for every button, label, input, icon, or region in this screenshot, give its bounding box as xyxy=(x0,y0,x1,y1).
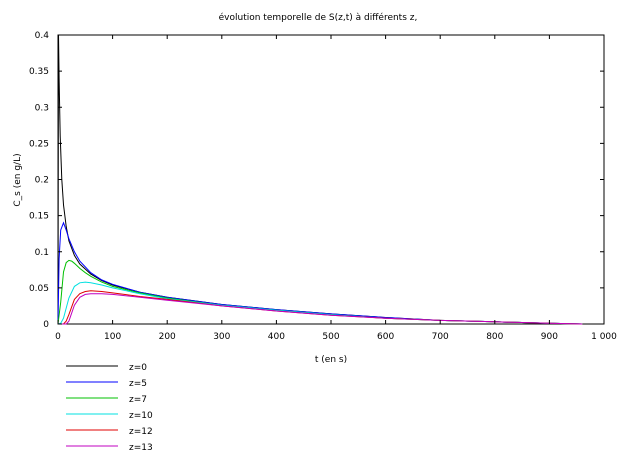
y-tick-label: 0 xyxy=(43,320,49,330)
x-tick-label: 900 xyxy=(541,332,558,342)
y-tick-label: 0.2 xyxy=(35,176,49,186)
series-line-z-5 xyxy=(57,221,583,325)
y-tick-label: 0.3 xyxy=(35,103,49,113)
legend-item: z=7 xyxy=(66,395,147,405)
x-tick-label: 0 xyxy=(55,332,61,342)
series-line-z-12 xyxy=(58,290,583,325)
series-line-z-0 xyxy=(57,34,583,325)
x-tick-label: 500 xyxy=(322,332,339,342)
x-tick-label: 600 xyxy=(377,332,394,342)
legend: z=0 z=5 z=7 z=10 z=12 z=13 xyxy=(66,363,153,453)
x-tick-label: 100 xyxy=(104,332,121,342)
chart-title: évolution temporelle de S(z,t) à différe… xyxy=(219,12,418,23)
legend-label: z=7 xyxy=(129,395,147,405)
series-line-z-10 xyxy=(57,281,583,325)
plot-frame xyxy=(57,34,605,325)
legend-item: z=0 xyxy=(66,363,147,373)
legend-label: z=0 xyxy=(129,363,147,373)
legend-item: z=13 xyxy=(66,443,153,453)
legend-label: z=13 xyxy=(129,443,153,453)
series-group xyxy=(57,34,583,325)
plot-area: 0 100 200 300 400 500 600 700 800 900 1 000 00.050… xyxy=(29,31,617,342)
series-line-z-13 xyxy=(58,293,583,325)
legend-item: z=12 xyxy=(66,427,153,437)
x-axis-label: t (en s) xyxy=(315,355,347,365)
y-axis-ticks: 0 0.05 0.1 0.15 0.2 0.25 0.3 0.35 0.4 xyxy=(29,31,604,330)
x-axis-ticks: 0 100 200 300 400 500 600 700 800 900 1 000 xyxy=(55,35,617,342)
y-axis-label: C_s (en g/L) xyxy=(13,153,23,206)
y-tick-label: 0.1 xyxy=(35,248,49,258)
x-tick-label: 1 000 xyxy=(591,332,617,342)
x-tick-label: 800 xyxy=(486,332,503,342)
x-tick-label: 300 xyxy=(213,332,230,342)
y-tick-label: 0.25 xyxy=(29,139,49,149)
x-tick-label: 700 xyxy=(432,332,449,342)
legend-item: z=5 xyxy=(66,379,147,389)
legend-label: z=10 xyxy=(129,411,153,421)
legend-label: z=12 xyxy=(129,427,153,437)
x-tick-label: 200 xyxy=(159,332,176,342)
legend-item: z=10 xyxy=(66,411,153,421)
y-tick-label: 0.15 xyxy=(29,212,49,222)
legend-label: z=5 xyxy=(129,379,147,389)
y-tick-label: 0.4 xyxy=(35,31,50,41)
y-tick-label: 0.05 xyxy=(29,284,49,294)
y-tick-label: 0.35 xyxy=(29,67,49,77)
x-tick-label: 400 xyxy=(268,332,285,342)
